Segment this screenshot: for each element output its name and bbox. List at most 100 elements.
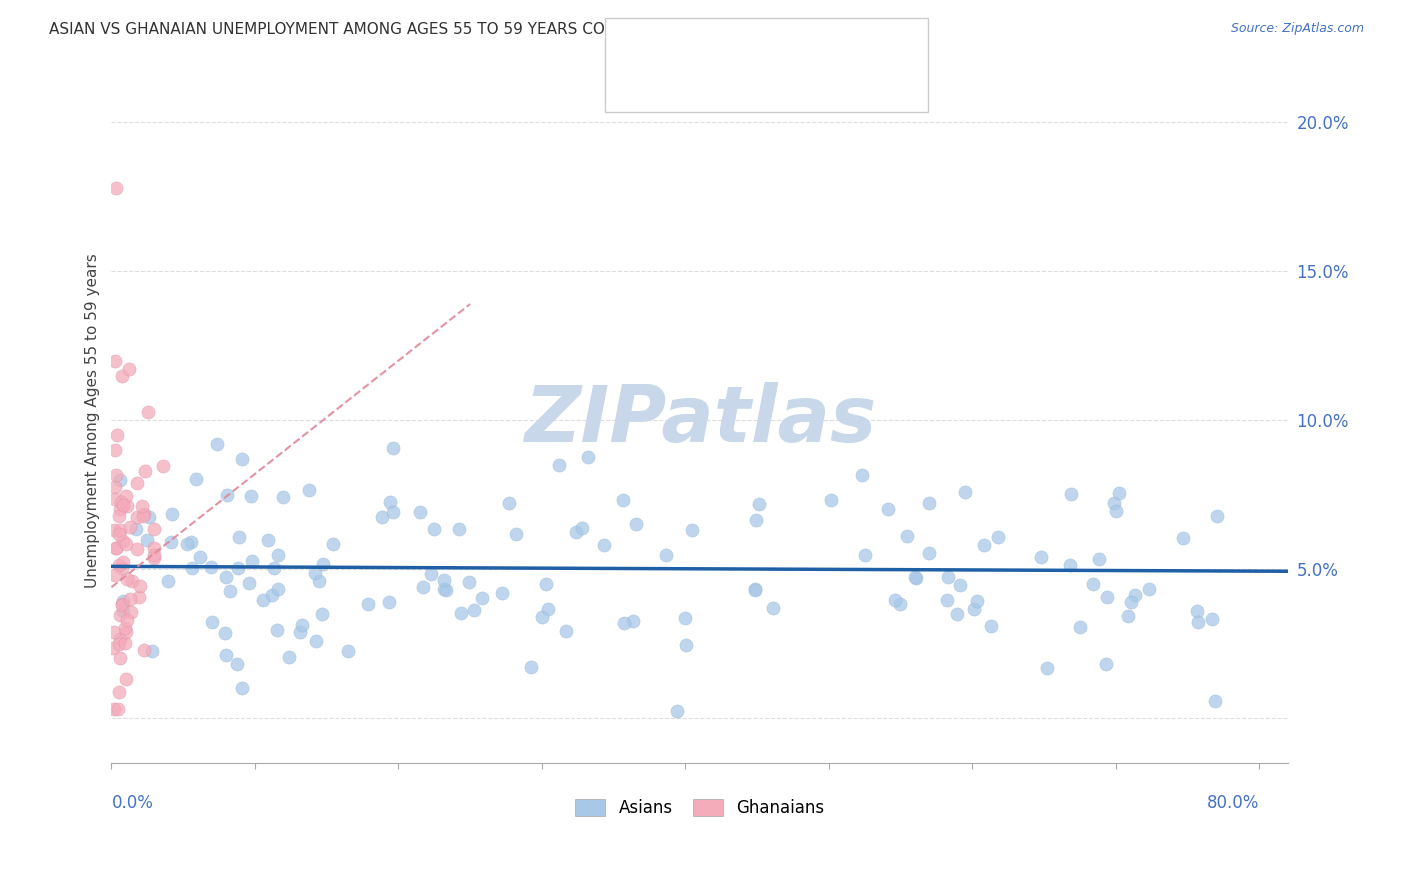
Point [159,535,181,549]
Point [138,509,160,524]
Point [904,570,927,584]
Point [1185,604,1208,618]
Text: R =: R = [657,73,689,92]
Point [108,509,131,524]
Point [134,507,156,521]
Point [288,625,311,640]
Point [918,496,941,510]
Y-axis label: Unemployment Among Ages 55 to 59 years: Unemployment Among Ages 55 to 59 years [86,253,100,588]
Point [450,606,472,620]
Point [851,468,873,483]
Point [820,492,842,507]
Point [215,570,238,584]
Point [263,561,285,575]
Point [228,530,250,544]
Point [433,582,456,596]
Point [103,353,125,368]
Point [105,541,128,555]
Point [1029,550,1052,565]
Point [143,550,166,565]
Point [111,598,134,612]
Point [226,561,249,575]
Point [1035,661,1057,675]
Point [433,574,456,588]
Point [180,561,202,575]
Point [371,510,394,524]
Point [188,549,211,564]
Point [612,493,634,508]
Point [1094,657,1116,671]
Point [112,499,135,513]
Point [107,526,129,541]
Point [378,595,401,609]
Point [118,591,141,606]
Point [935,593,957,607]
Point [104,467,127,482]
Point [176,536,198,550]
Point [107,702,129,716]
Point [111,594,134,608]
Point [918,546,941,560]
Point [180,535,202,549]
Point [267,582,290,597]
Point [565,524,588,539]
Point [1097,590,1119,604]
Point [267,548,290,562]
Point [1205,694,1227,708]
Point [240,554,263,568]
Point [104,480,127,494]
Text: R =: R = [657,37,689,54]
Point [744,583,766,598]
Text: N =: N = [790,73,823,92]
Point [548,458,571,472]
Point [1121,594,1143,608]
Point [471,591,494,605]
Point [412,580,434,594]
Point [200,559,222,574]
Point [963,602,986,616]
Point [305,633,328,648]
Text: ZIPatlas: ZIPatlas [523,383,876,458]
Point [278,650,301,665]
Point [946,607,969,622]
Point [621,614,644,628]
Point [115,624,138,639]
Point [298,483,321,497]
Point [308,574,330,588]
Point [114,537,136,551]
Point [593,538,616,552]
Point [201,615,224,629]
Point [423,522,446,536]
Point [105,428,128,442]
Point [108,502,131,516]
Point [554,624,576,638]
Point [381,441,404,455]
Point [117,499,139,513]
Point [457,575,479,590]
Point [748,497,770,511]
Point [675,638,697,652]
Point [141,644,163,658]
Point [108,523,131,537]
Point [498,495,520,509]
Point [131,500,153,514]
Point [877,502,900,516]
Text: ASIAN VS GHANAIAN UNEMPLOYMENT AMONG AGES 55 TO 59 YEARS CORRELATION CHART: ASIAN VS GHANAIAN UNEMPLOYMENT AMONG AGE… [49,22,748,37]
Point [626,516,648,531]
Point [973,538,995,552]
Point [127,476,149,491]
Point [238,576,260,591]
Point [184,472,207,486]
Point [135,533,157,547]
Point [205,437,228,451]
Point [291,618,314,632]
Point [111,604,134,618]
Point [103,640,125,655]
Point [226,657,249,671]
Point [1102,496,1125,510]
Point [936,570,959,584]
Point [125,522,148,536]
Point [103,625,125,640]
Point [1108,486,1130,500]
Point [104,443,127,458]
